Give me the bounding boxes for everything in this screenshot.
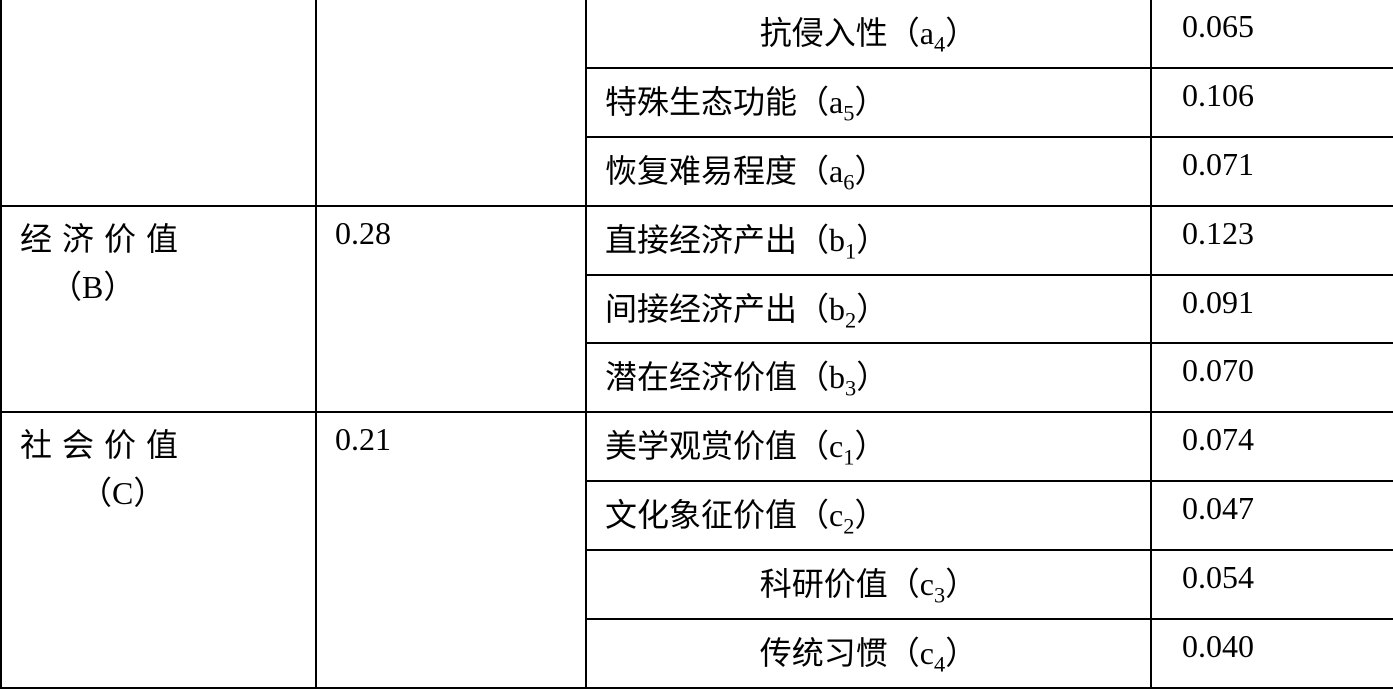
indicator-text: 美学观赏价值 bbox=[605, 428, 797, 464]
category-cell-b: 经济价值 （B） bbox=[1, 206, 316, 413]
table-row: 经济价值 （B） 0.28 直接经济产出（b1） 0.123 bbox=[1, 206, 1393, 275]
indicator-text: 抗侵入性 bbox=[760, 15, 888, 51]
value-cell: 0.091 bbox=[1151, 275, 1393, 344]
indicator-text: 恢复难易程度 bbox=[605, 153, 797, 189]
indicator-cell: 潜在经济价值（b3） bbox=[586, 343, 1151, 412]
indicator-cell: 抗侵入性（a4） bbox=[586, 0, 1151, 68]
indicator-cell: 直接经济产出（b1） bbox=[586, 206, 1151, 275]
value-cell: 0.123 bbox=[1151, 206, 1393, 275]
indicator-cell: 恢复难易程度（a6） bbox=[586, 137, 1151, 206]
weight-cell-b: 0.28 bbox=[316, 206, 586, 413]
indicator-cell: 文化象征价值（c2） bbox=[586, 481, 1151, 550]
category-label: 社会价值 bbox=[20, 427, 188, 463]
value-weight-table: 抗侵入性（a4） 0.065 特殊生态功能（a5） 0.106 恢复难易程度（a… bbox=[0, 0, 1393, 689]
indicator-text: 间接经济产出 bbox=[605, 291, 797, 327]
value-cell: 0.070 bbox=[1151, 343, 1393, 412]
indicator-text: 直接经济产出 bbox=[605, 222, 797, 258]
indicator-cell: 间接经济产出（b2） bbox=[586, 275, 1151, 344]
indicator-text: 科研价值 bbox=[760, 566, 888, 602]
value-cell: 0.065 bbox=[1151, 0, 1393, 68]
category-cell-empty bbox=[1, 0, 316, 206]
value-cell: 0.040 bbox=[1151, 619, 1393, 688]
indicator-text: 潜在经济价值 bbox=[605, 359, 797, 395]
data-table: 抗侵入性（a4） 0.065 特殊生态功能（a5） 0.106 恢复难易程度（a… bbox=[0, 0, 1393, 689]
weight-cell-c: 0.21 bbox=[316, 412, 586, 688]
category-code: （B） bbox=[20, 269, 135, 305]
value-cell: 0.106 bbox=[1151, 68, 1393, 137]
indicator-cell: 传统习惯（c4） bbox=[586, 619, 1151, 688]
category-label: 经济价值 bbox=[20, 221, 188, 257]
category-cell-c: 社会价值 （C） bbox=[1, 412, 316, 688]
indicator-cell: 科研价值（c3） bbox=[586, 550, 1151, 619]
value-cell: 0.047 bbox=[1151, 481, 1393, 550]
value-cell: 0.054 bbox=[1151, 550, 1393, 619]
indicator-cell: 美学观赏价值（c1） bbox=[586, 412, 1151, 481]
category-code: （C） bbox=[20, 475, 165, 511]
indicator-cell: 特殊生态功能（a5） bbox=[586, 68, 1151, 137]
value-cell: 0.071 bbox=[1151, 137, 1393, 206]
table-row: 社会价值 （C） 0.21 美学观赏价值（c1） 0.074 bbox=[1, 412, 1393, 481]
indicator-text: 传统习惯 bbox=[760, 635, 888, 671]
indicator-text: 文化象征价值 bbox=[605, 497, 797, 533]
indicator-text: 特殊生态功能 bbox=[605, 84, 797, 120]
table-row: 抗侵入性（a4） 0.065 bbox=[1, 0, 1393, 68]
value-cell: 0.074 bbox=[1151, 412, 1393, 481]
weight-cell-empty bbox=[316, 0, 586, 206]
